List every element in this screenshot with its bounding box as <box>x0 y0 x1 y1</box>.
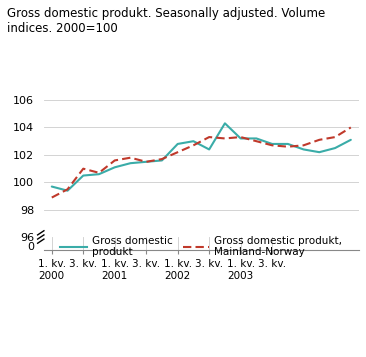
Legend: Gross domestic
produkt, Gross domestic produkt,
Mainland-Norway: Gross domestic produkt, Gross domestic p… <box>56 232 346 262</box>
Text: Gross domestic produkt. Seasonally adjusted. Volume
indices. 2000=100: Gross domestic produkt. Seasonally adjus… <box>7 7 326 35</box>
